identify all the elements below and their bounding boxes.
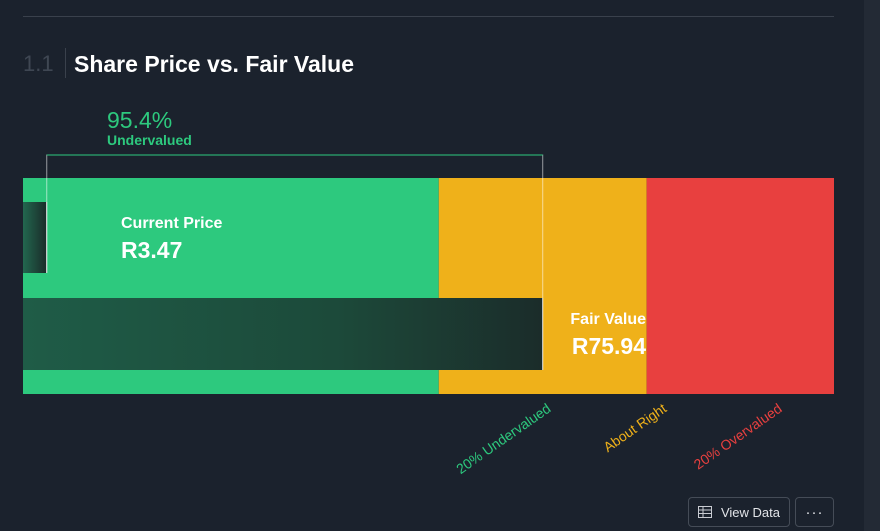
zone-label-overvalued: 20% Overvalued [691, 400, 786, 473]
fair-value-bar [23, 298, 543, 370]
table-icon [697, 506, 712, 518]
section-title: Share Price vs. Fair Value [74, 51, 354, 77]
valuation-chart [23, 154, 834, 394]
zone-label-undervalued: 20% Undervalued [452, 400, 554, 477]
view-data-label: View Data [720, 504, 780, 520]
top-divider [23, 16, 834, 17]
more-options-button[interactable]: ··· [795, 497, 834, 527]
scrollbar-track[interactable] [864, 0, 880, 531]
view-data-button[interactable]: View Data [688, 497, 790, 527]
fair-value-label: Fair Value [570, 311, 646, 328]
section-divider [65, 48, 66, 78]
current-price-value: R3.47 [121, 237, 183, 263]
valuation-status: Undervalued [107, 132, 192, 148]
valuation-percent: 95.4% [107, 107, 173, 133]
more-options-label: ··· [805, 503, 824, 521]
fair-value-value: R75.94 [571, 333, 646, 359]
current-price-bar [23, 202, 47, 273]
zone-band-2 [646, 178, 834, 394]
section-number: 1.1 [23, 51, 54, 76]
current-price-label: Current Price [121, 215, 223, 232]
zone-label-about-right: About Right [600, 400, 670, 456]
